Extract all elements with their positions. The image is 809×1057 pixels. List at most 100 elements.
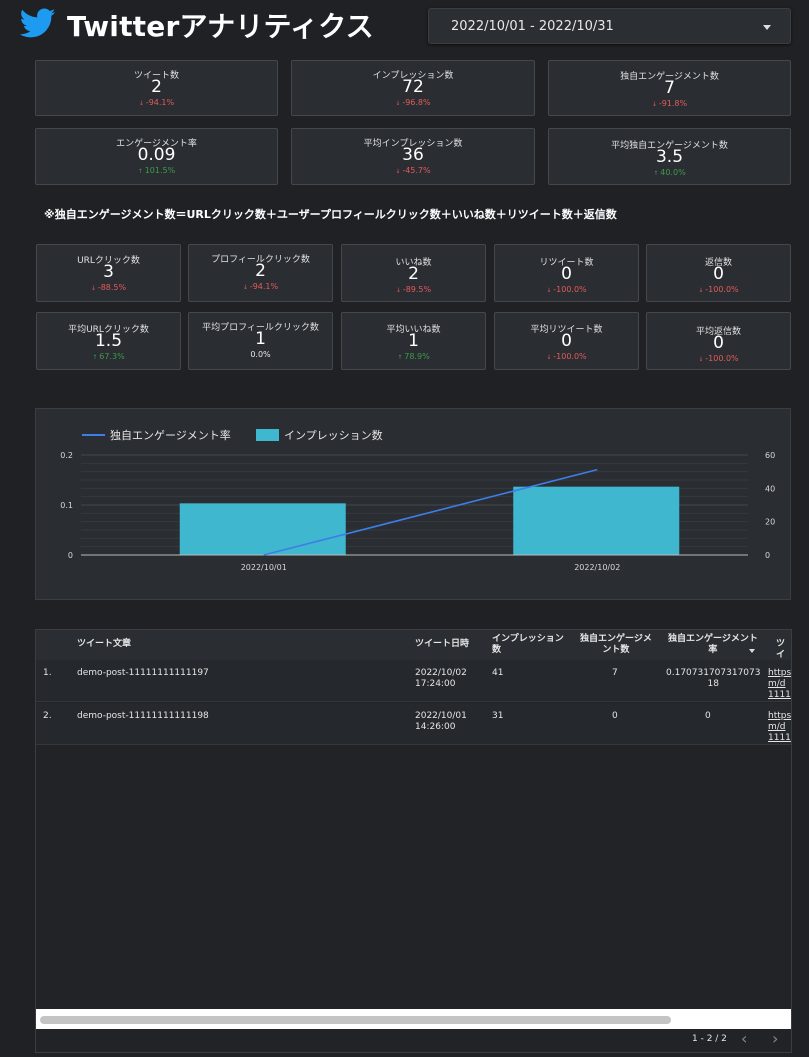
scorecard-label: 平均プロフィールクリック数 [202,323,319,333]
scorecard-delta-value: 78.9% [404,352,430,361]
arrow-down-icon: ↓ [90,285,98,292]
scorecard-avg-profile-clicks: 平均プロフィールクリック数 1 0.0% [188,312,333,370]
column-header-engagement-rate-label: 独自エンゲージメント 率 [668,634,758,655]
scorecard-delta: ↑ 101.5% [36,166,277,175]
prev-page-button[interactable]: ‹ [741,1029,748,1048]
scorecard-delta-value: -100.0% [705,354,739,363]
tweet-datetime-cell: 2022/10/02 17:24:00 [415,668,467,689]
tweet-table: ツイート文章 ツイート日時 インプレッション 数 独自エンゲージメ ント数 独自… [35,629,792,1053]
table-row[interactable]: 2. demo-post-11111111111198 2022/10/01 1… [36,703,792,745]
engagement-rate-cell: 0 [705,711,711,721]
sort-desc-icon [749,649,755,653]
scorecard-unique-engagements: 独自エンゲージメント数 7 ↓ -91.8% [548,60,791,116]
scorecard-delta-value: -94.1% [249,282,279,291]
row-index: 2. [43,711,52,721]
scorecard-label: いいね数 [395,258,432,268]
tweet-datetime-cell: 2022/10/01 14:26:00 [415,711,467,732]
scorecard-delta-value: -89.5% [402,285,432,294]
table-row[interactable]: 1. demo-post-11111111111197 2022/10/02 1… [36,660,792,702]
y-left-tick-label: 0 [68,551,73,560]
scorecard-delta-value: -88.5% [97,283,127,292]
y-right-tick-label: 0 [765,551,770,560]
scorecard-value: 1 [408,331,419,351]
scorecard-profile-clicks: プロフィールクリック数 2 ↓ -94.1% [188,244,333,302]
arrow-down-icon: ↓ [395,168,403,175]
scorecard-delta-value: 0.0% [250,350,271,359]
scorecard-delta: ↓ -45.7% [292,166,534,175]
unique-engagements-cell: 0 [612,711,618,721]
engagement-rate-cell: 0.170731707317073 18 [666,668,761,689]
twitter-bird-icon [20,8,56,38]
horizontal-scrollbar-thumb[interactable] [40,1016,671,1024]
legend-label: 独自エンゲージメント率 [110,428,231,442]
scorecard-delta-value: 40.0% [660,168,686,177]
scorecard-label: 平均いいね数 [386,325,441,335]
arrow-down-icon: ↓ [651,101,659,108]
scorecard-label: インプレッション数 [372,71,454,81]
scorecard-retweets: リツイート数 0 ↓ -100.0% [494,244,639,302]
scorecard-label: 平均独自エンゲージメント数 [611,141,728,151]
next-page-button[interactable]: › [772,1029,779,1048]
arrow-down-icon: ↓ [546,354,554,361]
scorecard-value: 36 [402,145,424,165]
scorecard-avg-likes: 平均いいね数 1 ↑ 78.9% [341,312,486,370]
scorecard-label: 独自エンゲージメント数 [620,72,719,82]
tweet-link-cell[interactable]: https:/ m/d 1111 [768,711,792,743]
tweet-text-cell: demo-post-11111111111198 [77,711,209,721]
scorecard-label: リツイート数 [539,258,594,268]
impression-bar [179,503,346,555]
arrow-down-icon: ↓ [242,284,250,291]
column-header-unique-engagements[interactable]: 独自エンゲージメ ント数 [580,634,652,655]
scorecard-url-clicks: URLクリック数 3 ↓ -88.5% [36,244,181,302]
y-right-tick-label: 60 [765,451,775,460]
scorecard-delta: ↓ -100.0% [495,352,638,361]
scorecard-value: 1.5 [94,331,123,351]
date-range-picker[interactable]: 2022/10/01 - 2022/10/31 [428,8,791,44]
column-header-tweet-text[interactable]: ツイート文章 [77,639,132,649]
column-header-link[interactable]: ツイ [776,639,786,660]
impression-bar [513,486,680,555]
scorecard-delta: ↓ -91.8% [549,99,790,108]
y-left-tick-label: 0.2 [60,451,73,460]
arrow-up-icon: ↑ [397,354,405,361]
arrow-down-icon: ↓ [395,287,403,294]
scorecard-value: 2 [151,77,162,97]
arrow-down-icon: ↓ [138,100,146,107]
scorecard-delta: ↑ 78.9% [342,352,485,361]
arrow-down-icon: ↓ [698,356,706,363]
scorecard-value: 0 [713,333,724,353]
column-header-impressions[interactable]: インプレッション 数 [492,634,564,655]
column-header-datetime[interactable]: ツイート日時 [415,639,470,649]
date-range-value: 2022/10/01 - 2022/10/31 [451,19,614,34]
combo-chart-svg: 0 0.1 0.2 0 20 40 60 2022/10/01 2022/10/02 独自エンゲー… [60,428,775,572]
scorecard-value: 2 [408,264,419,284]
scorecard-label: 返信数 [704,258,732,268]
column-header-engagement-rate[interactable]: 独自エンゲージメント 率 [668,634,758,656]
scorecard-replies: 返信数 0 ↓ -100.0% [646,244,791,302]
scorecard-label: プロフィールクリック数 [211,255,310,265]
scorecard-delta: ↓ -94.1% [189,282,332,291]
scorecard-avg-impressions: 平均インプレッション数 36 ↓ -45.7% [291,128,535,185]
scorecard-delta-value: -91.8% [658,99,688,108]
scorecard-engagement-rate: エンゲージメント率 0.09 ↑ 101.5% [35,128,278,185]
scorecard-label: 平均リツイート数 [530,325,603,335]
scorecard-label: 平均返信数 [695,327,741,337]
scorecard-delta-value: -100.0% [553,285,587,294]
tweet-text-cell: demo-post-11111111111197 [77,668,209,678]
scorecard-avg-retweets: 平均リツイート数 0 ↓ -100.0% [494,312,639,370]
y-right-tick-label: 20 [765,518,775,527]
page-title: Twitterアナリティクス [67,10,374,43]
scorecard-label: URLクリック数 [77,256,140,266]
arrow-down-icon: ↓ [698,287,706,294]
x-tick-label: 2022/10/02 [574,563,620,572]
y-right-tick-label: 40 [765,484,775,493]
tweet-link-cell[interactable]: https:/ m/d 1111 [768,668,792,700]
scorecard-delta-value: -94.1% [145,98,175,107]
dropdown-caret-icon [763,25,771,30]
scorecard-delta: ↑ 40.0% [549,168,790,177]
scorecard-value: 0.09 [137,145,176,165]
impressions-cell: 41 [492,668,504,678]
legend-bar-swatch [256,429,279,441]
scorecard-label: 平均インプレッション数 [363,139,463,149]
